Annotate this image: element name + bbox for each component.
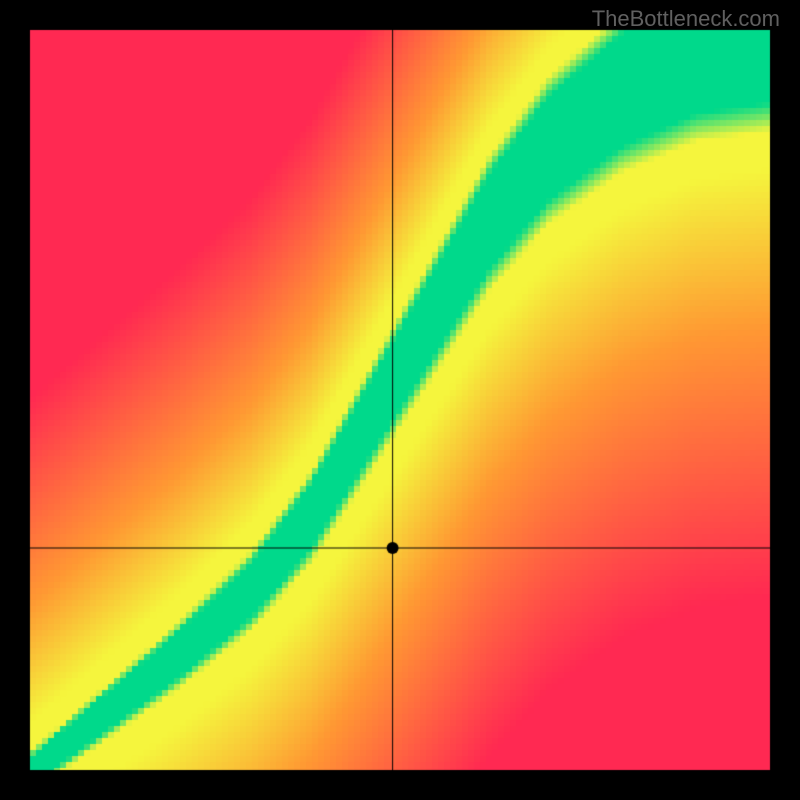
watermark-text: TheBottleneck.com [592,6,780,32]
heatmap-canvas [0,0,800,800]
chart-container: TheBottleneck.com [0,0,800,800]
